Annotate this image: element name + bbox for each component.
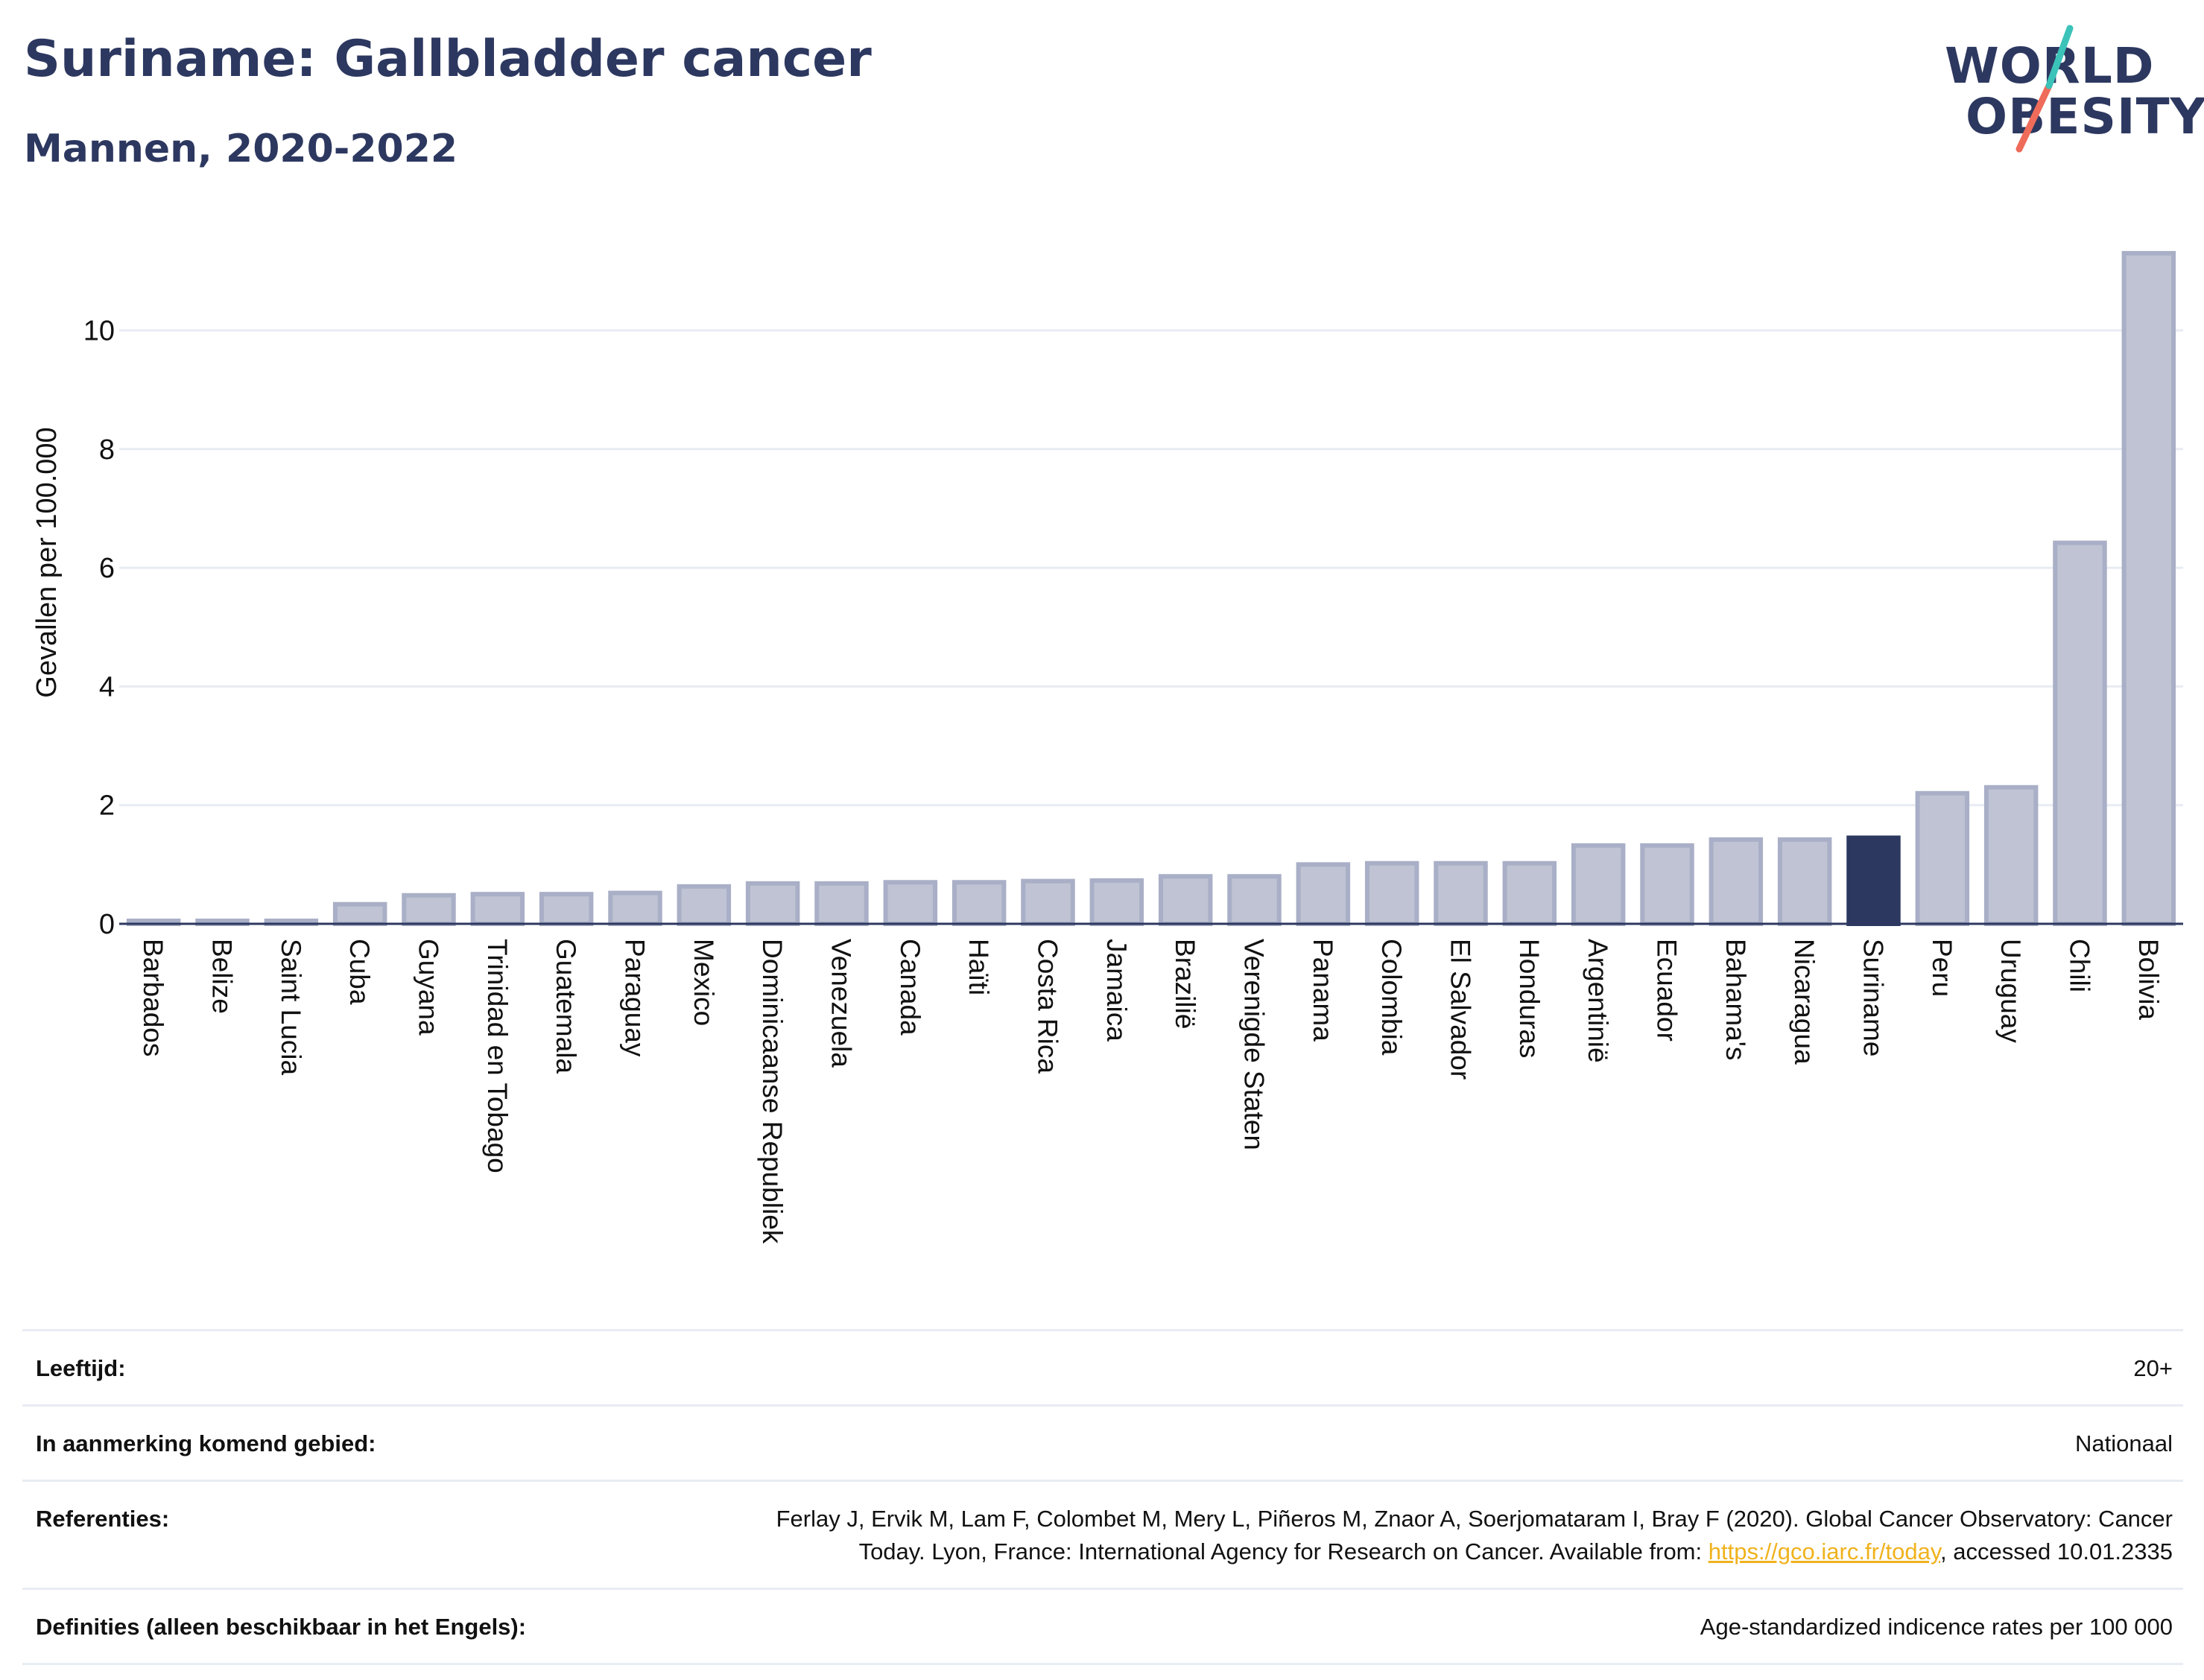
x-tick-label: Barbados [138,939,168,1056]
page-subtitle: Mannen, 2020-2022 [24,127,458,171]
reference-text-line-1: Ferlay J, Ervik M, Lam F, Colombet M, Me… [776,1506,2173,1532]
meta-label: Leeftijd: [36,1355,126,1381]
bar-bolivia [2121,250,2176,927]
logo-line-2: OBESITY [1966,88,2204,145]
bar-cuba [332,901,387,927]
x-tick-label: Nicaragua [1789,939,1820,1065]
meta-row-definitions: Definities (alleen beschikbaar in het En… [22,1588,2183,1665]
bar-verenigde-staten [1227,874,1282,927]
meta-row-area: In aanmerking komend gebied: Nationaal [22,1404,2183,1480]
x-tick-label: Mexico [688,939,719,1026]
bar-ha-ti [951,880,1007,927]
world-obesity-logo: WORLD OBESITY [1945,22,2204,156]
x-tick-label: Uruguay [1995,939,2026,1043]
bar-argentini- [1571,843,1626,926]
bar-mexico [677,884,732,927]
y-tick-label: 4 [99,671,115,703]
x-tick-label: Canada [895,939,925,1036]
x-tick-label: Venezuela [826,939,857,1068]
bar-el-salvador [1434,860,1488,926]
reference-link[interactable]: https://gco.iarc.fr/today [1708,1538,1941,1565]
page-title: Suriname: Gallbladder cancer [24,30,872,89]
x-tick-label: Paraguay [620,939,650,1057]
x-tick-label: Haïti [963,939,994,995]
bar-paraguay [608,890,662,926]
bar-colombia [1364,860,1419,926]
x-tick-label: Cuba [344,939,375,1005]
y-tick-label: 10 [83,315,115,346]
meta-label: Referenties: [36,1506,170,1532]
x-tick-label: Verenigde Staten [1239,939,1270,1150]
x-tick-label: Panama [1308,939,1338,1042]
metadata-table: Leeftijd: 20+ In aanmerking komend gebie… [22,1329,2183,1665]
x-tick-label: Honduras [1514,939,1545,1058]
meta-value: Nationaal [2075,1430,2173,1456]
meta-value-references: Ferlay J, Ervik M, Lam F, Colombet M, Me… [776,1503,2173,1568]
bar-jamaica [1089,878,1144,927]
x-tick-label: Peru [1927,939,1957,997]
x-tick-label: Saint Lucia [276,939,306,1075]
x-tick-label: Guatemala [551,939,581,1074]
bar-guatemala [539,892,594,927]
bar-chili [2053,540,2107,926]
meta-row-age: Leeftijd: 20+ [22,1329,2183,1404]
reference-text-line-2: Today. Lyon, France: International Agenc… [858,1538,1709,1565]
x-tick-label: Belize [207,939,238,1014]
x-tick-label: Argentinië [1583,939,1613,1063]
bar-trinidad-en-tobago [470,892,525,927]
meta-label: Definities (alleen beschikbaar in het En… [36,1614,527,1640]
y-tick-label: 8 [99,434,115,466]
bars [126,250,2176,927]
x-tick-label: Jamaica [1101,939,1132,1042]
meta-row-references: Referenties: Ferlay J, Ervik M, Lam F, C… [22,1480,2183,1588]
meta-value: Age-standardized indicence rates per 100… [1700,1614,2173,1640]
x-tick-label: Bolivia [2133,939,2164,1020]
meta-label: In aanmerking komend gebied: [36,1430,376,1456]
x-tick-label: Suriname [1858,939,1889,1056]
bar-peru [1915,790,1970,926]
y-tick-label: 0 [99,909,115,940]
bar-costa-rica [1021,878,1075,926]
x-tick-label: Dominicaanse Republiek [757,939,788,1244]
x-tick-label: Bahama's [1720,939,1751,1060]
bar-brazili- [1158,874,1213,927]
y-axis-ticks: 0 2 4 6 8 10 [83,315,115,940]
logo-slash-icon [2015,25,2074,153]
y-axis-label: Gevallen per 100.000 [31,427,63,697]
bar-ecuador [1640,843,1694,926]
x-axis-ticks: Barbados Belize Saint Lucia Cuba Guyana Trini… [138,939,2164,1244]
bar-uruguay [1983,784,2039,926]
bar-guyana [402,893,456,926]
bar-venezuela [814,881,869,926]
bar-nicaragua [1777,837,1832,926]
x-tick-label: El Salvador [1445,939,1476,1080]
x-tick-label: Trinidad en Tobago [482,939,513,1173]
y-tick-label: 6 [99,553,115,584]
bar-chart: 0 2 4 6 8 10 Barbados Belize Saint Lucia Cuba Guy… [31,250,2183,1244]
bar-canada [883,880,938,927]
x-tick-label: Brazilië [1170,939,1200,1029]
bar-panama [1296,862,1351,927]
bar-honduras [1502,860,1557,926]
x-tick-label: Ecuador [1652,939,1682,1042]
x-tick-label: Guyana [414,939,444,1036]
y-tick-label: 2 [99,790,115,822]
bar-bahama-s [1709,837,1764,926]
grid-lines [119,329,2183,807]
meta-value: 20+ [2133,1355,2173,1381]
bar-suriname [1846,835,1901,926]
reference-text-accessed: , accessed 10.01.2335 [1940,1538,2173,1565]
x-tick-label: Costa Rica [1033,939,1063,1074]
x-tick-label: Chili [2065,939,2095,992]
bar-dominicaanse-republiek [745,881,800,926]
x-tick-label: Colombia [1376,939,1407,1056]
